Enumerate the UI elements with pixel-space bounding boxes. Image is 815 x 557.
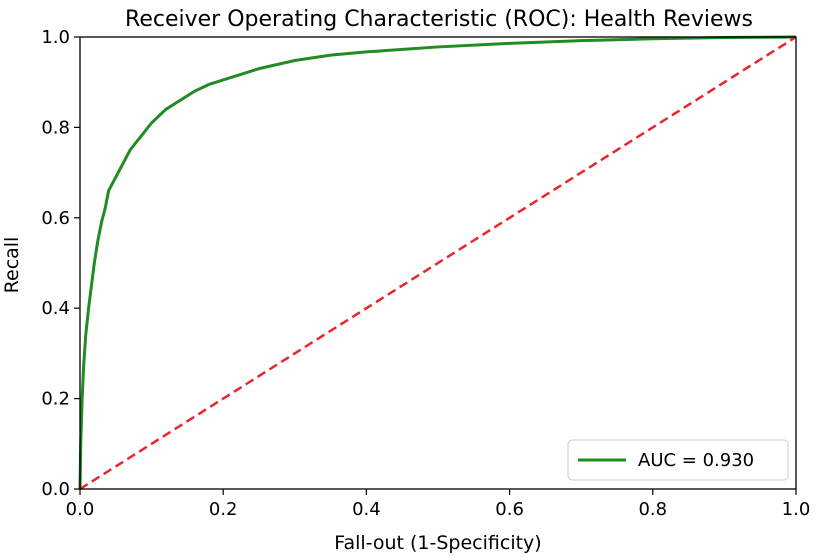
y-tick-label: 0.4 (41, 298, 70, 319)
x-axis-label: Fall-out (1-Specificity) (334, 532, 541, 554)
legend: AUC = 0.930 (567, 439, 789, 481)
roc-curve-line (78, 35, 797, 490)
legend-label-auc: AUC = 0.930 (638, 450, 754, 471)
chart-title: Receiver Operating Characteristic (ROC):… (125, 7, 753, 32)
axis-ticks: 0.0 0.2 0.4 0.6 0.8 1.0 0.0 0.2 0.4 0.6 0.8 1.0 (41, 27, 810, 520)
x-tick-label: 0.4 (352, 499, 381, 520)
y-tick-label: 1.0 (41, 27, 70, 48)
x-tick-label: 1.0 (782, 499, 811, 520)
plot-frame (79, 36, 797, 490)
legend-box (567, 439, 789, 481)
y-tick-label: 0.6 (41, 208, 70, 229)
x-tick-label: 0.2 (209, 499, 238, 520)
x-tick-label: 0.8 (638, 499, 667, 520)
x-tick-label: 0.6 (495, 499, 524, 520)
x-tick-label: 0.0 (66, 499, 95, 520)
y-tick-label: 0.8 (41, 117, 70, 138)
chance-diagonal-line (79, 35, 797, 491)
y-tick-label: 0.0 (41, 479, 70, 500)
y-axis-label: Recall (1, 237, 23, 294)
y-tick-label: 0.2 (41, 389, 70, 410)
plot-area (78, 35, 797, 491)
